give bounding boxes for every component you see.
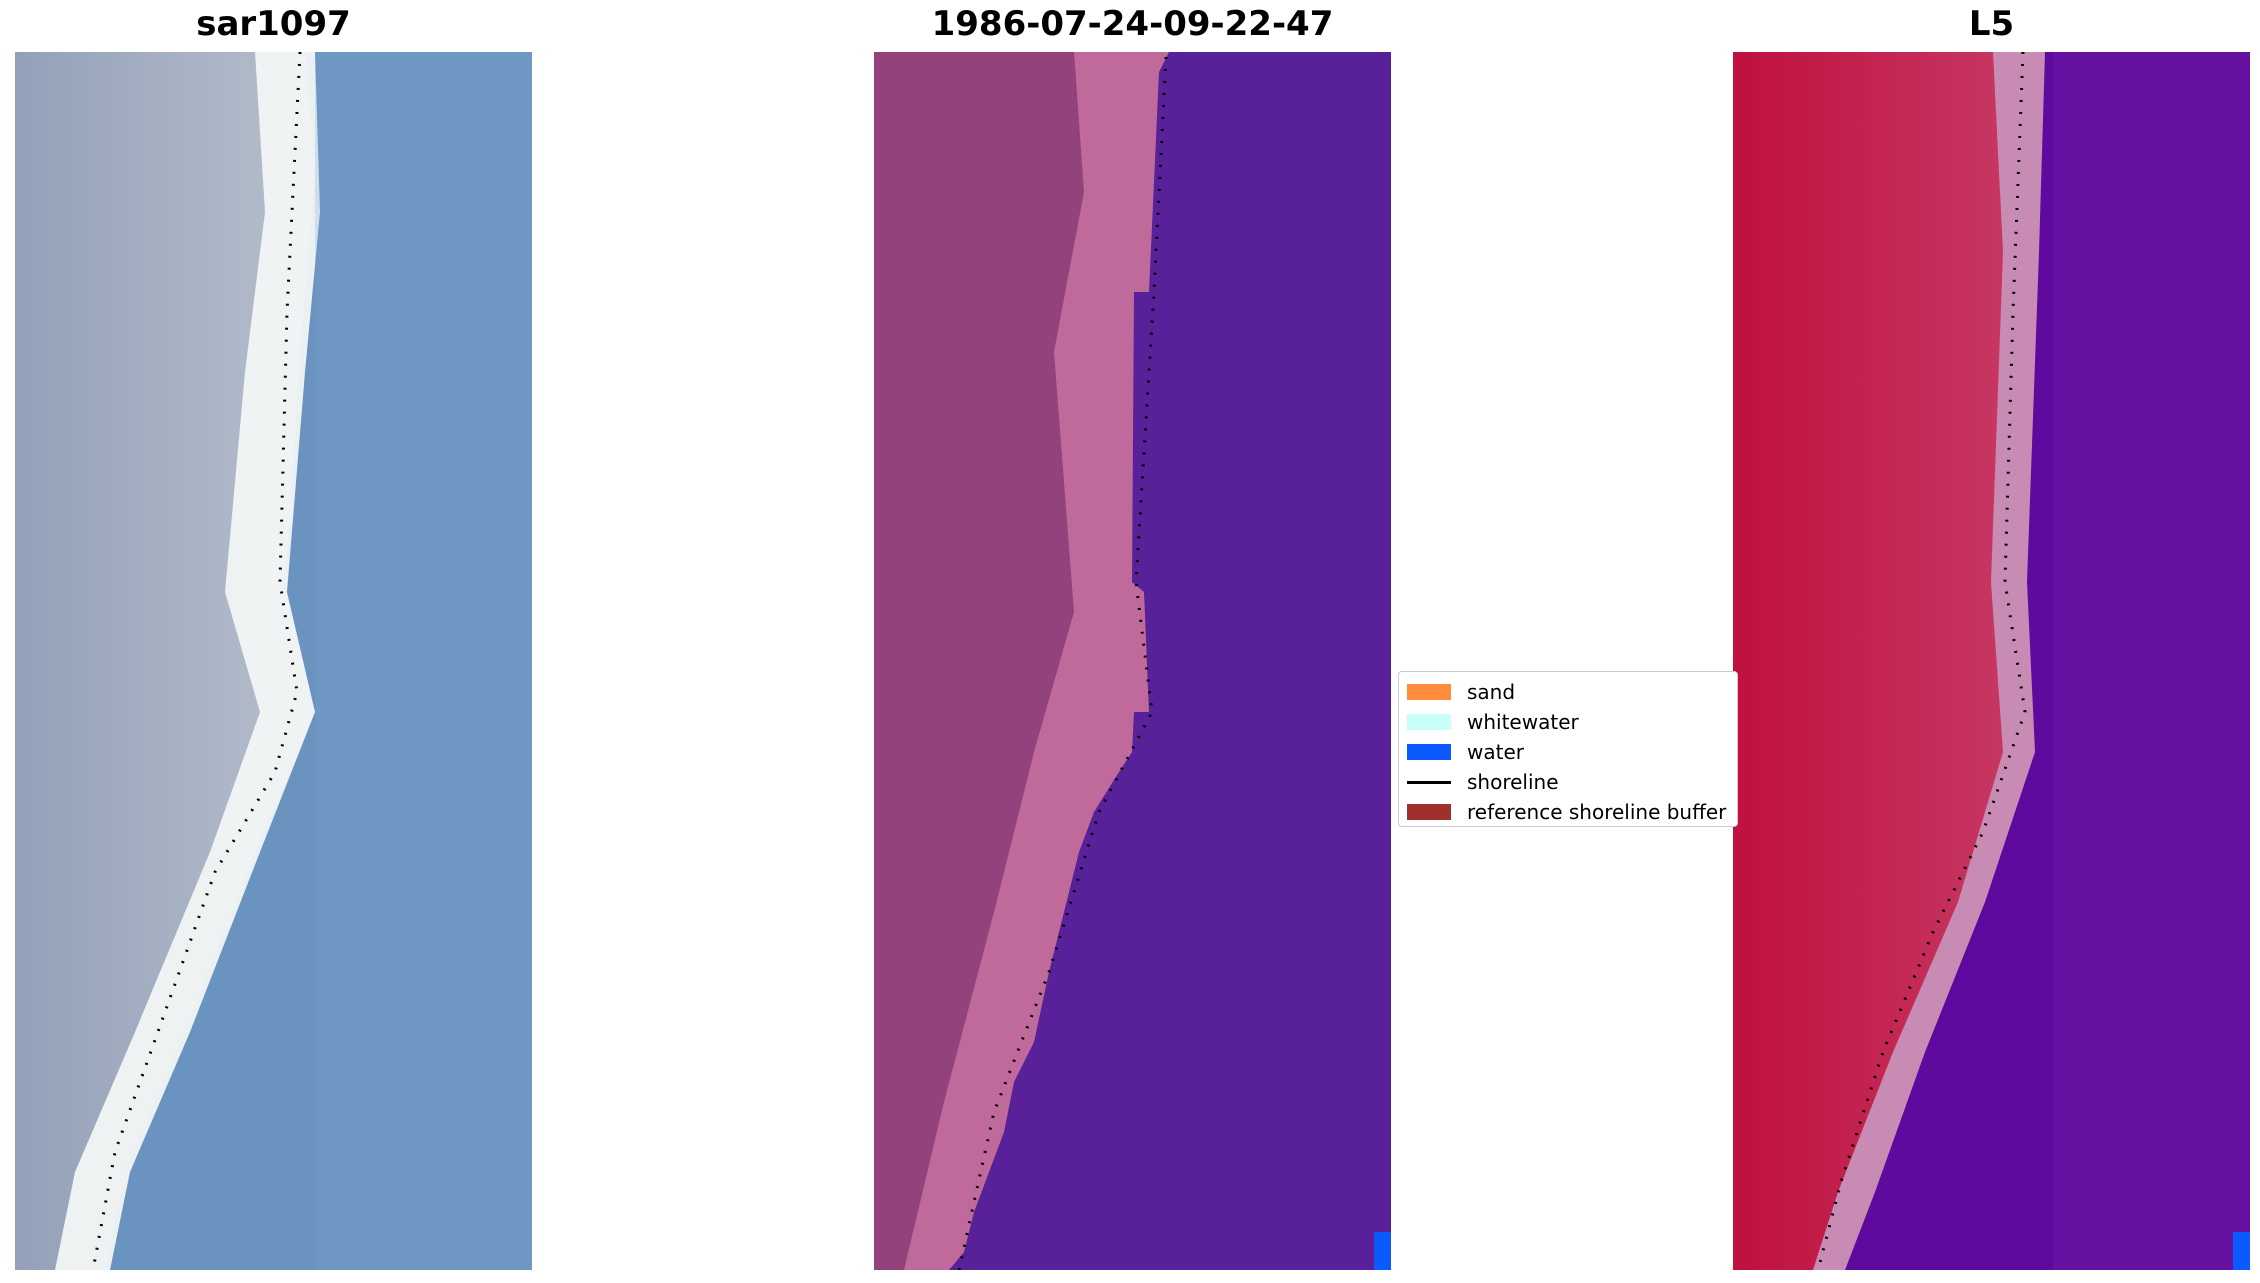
- sand-swatch: [1407, 684, 1451, 700]
- legend-item-reference-buffer: reference shoreline buffer: [1407, 798, 1726, 826]
- rgb-image: [15, 52, 532, 1270]
- legend: sand whitewater water shoreline referenc…: [1398, 671, 1738, 827]
- classification-image: [874, 52, 1391, 1270]
- reference-buffer-swatch: [1407, 804, 1451, 820]
- legend-item-water: water: [1407, 738, 1524, 766]
- panel-title-classified: 1986-07-24-09-22-47: [931, 4, 1334, 44]
- classification-panel: [874, 52, 1391, 1270]
- shoreline-line-icon: [1407, 780, 1451, 784]
- panel-title-rgb: sar1097: [196, 4, 351, 44]
- index-panel: [1733, 52, 2250, 1270]
- water-swatch: [1407, 744, 1451, 760]
- panel-title-index: L5: [1968, 4, 2015, 44]
- legend-item-shoreline: shoreline: [1407, 768, 1559, 796]
- whitewater-swatch: [1407, 714, 1451, 730]
- water-pixel-marker: [1374, 1232, 1391, 1270]
- legend-item-whitewater: whitewater: [1407, 708, 1579, 736]
- water-pixel-marker-index: [2233, 1232, 2250, 1270]
- rgb-image-panel: [15, 52, 532, 1270]
- index-image: [1733, 52, 2250, 1270]
- legend-item-sand: sand: [1407, 678, 1515, 706]
